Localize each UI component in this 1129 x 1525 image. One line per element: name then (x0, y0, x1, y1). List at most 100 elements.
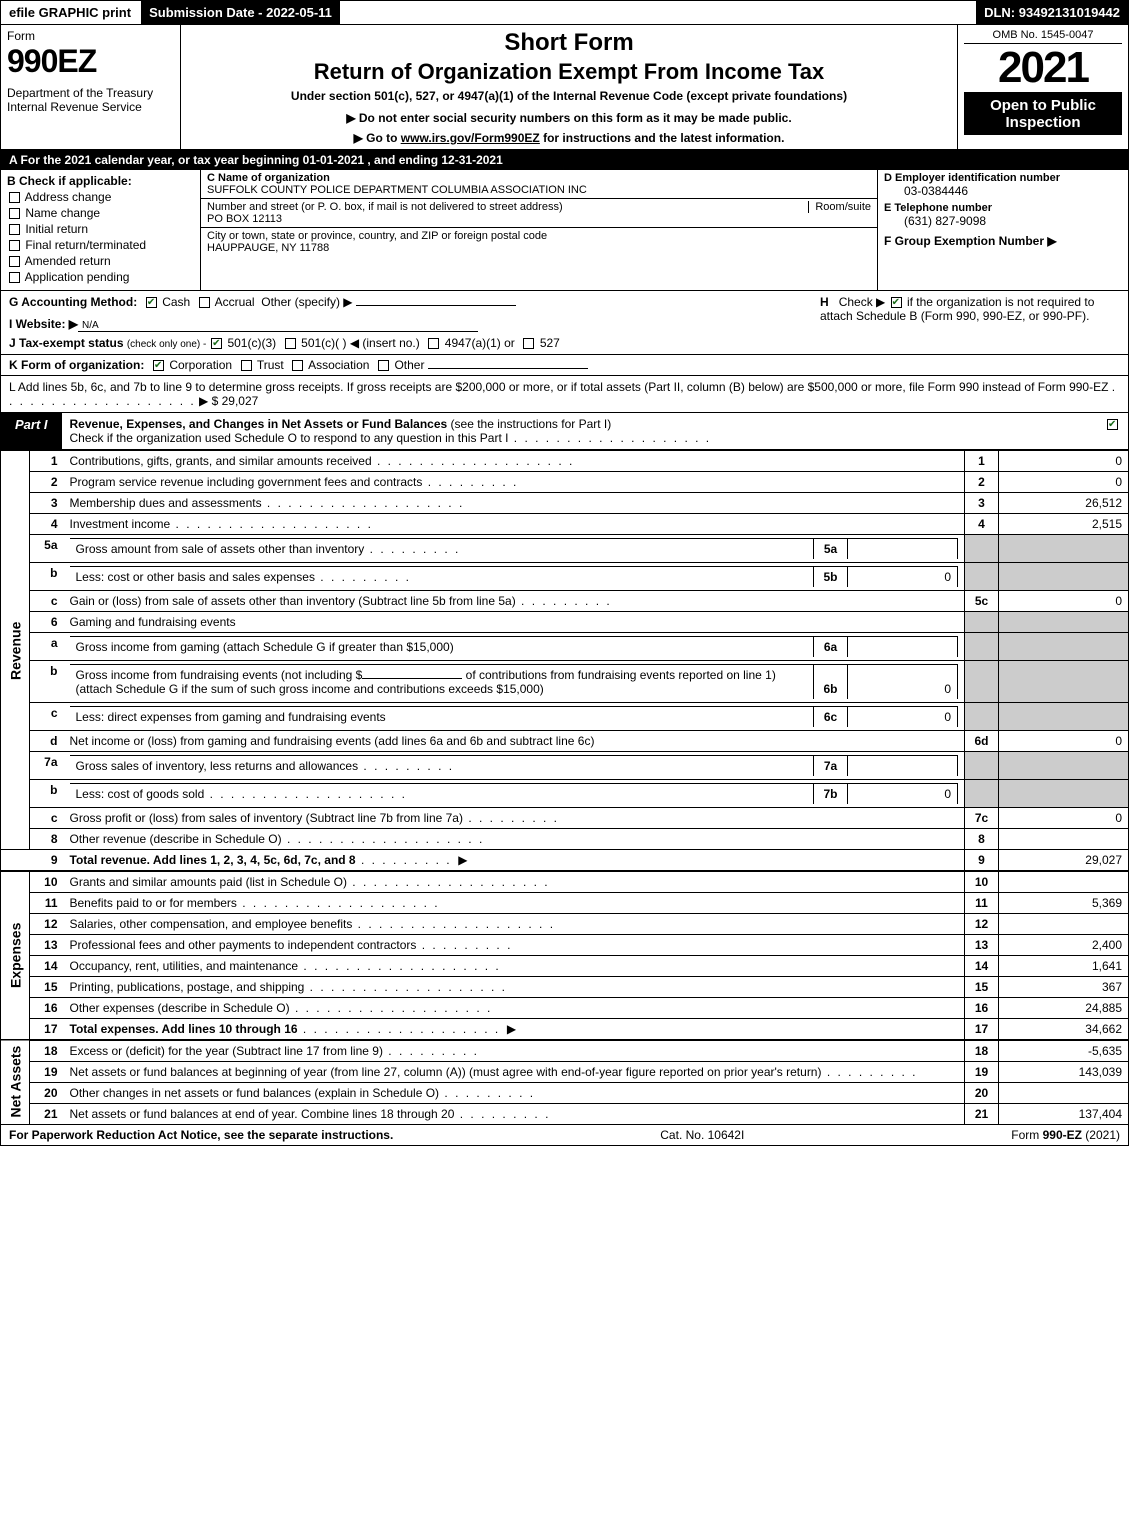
line-6c-minival: 0 (848, 707, 958, 728)
line-13-value: 2,400 (999, 935, 1129, 956)
line-14-text: Occupancy, rent, utilities, and maintena… (64, 956, 965, 977)
line-5a-num: 5a (30, 535, 64, 563)
line-12-text: Salaries, other compensation, and employ… (64, 914, 965, 935)
ein-value: 03-0384446 (884, 184, 1122, 198)
city-value: HAUPPAUGE, NY 11788 (207, 242, 871, 254)
chk-527[interactable] (523, 338, 534, 349)
part-1-check-text: Check if the organization used Schedule … (70, 431, 509, 445)
goto-link[interactable]: www.irs.gov/Form990EZ (401, 131, 540, 145)
org-name-label: C Name of organization (207, 172, 871, 184)
line-1: Revenue 1 Contributions, gifts, grants, … (1, 451, 1129, 472)
chk-address-change[interactable]: Address change (7, 190, 194, 204)
line-7b-text: Less: cost of goods sold (70, 784, 814, 805)
other-org-label: Other (394, 358, 424, 372)
line-19: 19 Net assets or fund balances at beginn… (1, 1062, 1129, 1083)
department-label: Department of the Treasury Internal Reve… (7, 86, 174, 114)
chk-schedule-o[interactable] (1107, 419, 1118, 430)
line-16-value: 24,885 (999, 998, 1129, 1019)
part-1-checkbox-cell (1097, 413, 1128, 449)
chk-4947[interactable] (428, 338, 439, 349)
row-j: J Tax-exempt status (check only one) - 5… (9, 336, 820, 350)
l-text: L Add lines 5b, 6c, and 7b to line 9 to … (9, 380, 1108, 394)
line-6-text: Gaming and fundraising events (64, 612, 965, 633)
line-11: 11 Benefits paid to or for members 11 5,… (1, 893, 1129, 914)
line-7c-text: Gross profit or (loss) from sales of inv… (64, 808, 965, 829)
goto-post: for instructions and the latest informat… (540, 131, 785, 145)
h-label: H (820, 295, 829, 309)
accrual-label: Accrual (215, 295, 255, 309)
line-3-rnum: 3 (965, 493, 999, 514)
line-9-num: 9 (30, 850, 64, 872)
line-7c-rnum: 7c (965, 808, 999, 829)
chk-accrual[interactable] (199, 297, 210, 308)
line-17-rnum: 17 (965, 1019, 999, 1041)
line-7a-minival (848, 756, 958, 777)
line-16-rnum: 16 (965, 998, 999, 1019)
chk-initial-return[interactable]: Initial return (7, 222, 194, 236)
other-specify-input[interactable] (356, 305, 516, 306)
line-5a-text-cell: Gross amount from sale of assets other t… (64, 535, 965, 563)
line-17-text: Total expenses. Add lines 10 through 16 … (64, 1019, 965, 1041)
chk-other-org[interactable] (378, 360, 389, 371)
line-21: 21 Net assets or fund balances at end of… (1, 1104, 1129, 1125)
address-row: Room/suite Number and street (or P. O. b… (201, 199, 877, 228)
line-4-num: 4 (30, 514, 64, 535)
section-b-header: B Check if applicable: (7, 174, 194, 188)
line-8-rnum: 8 (965, 829, 999, 850)
chk-final-return[interactable]: Final return/terminated (7, 238, 194, 252)
dln-cell: DLN: 93492131019442 (976, 1, 1128, 24)
chk-cash[interactable] (146, 297, 157, 308)
chk-amended-return[interactable]: Amended return (7, 254, 194, 268)
chk-schedule-b[interactable] (891, 297, 902, 308)
address-label: Number and street (or P. O. box, if mail… (207, 201, 871, 213)
line-10-rnum: 10 (965, 871, 999, 893)
501c3-label: 501(c)(3) (227, 336, 276, 350)
header-middle: Short Form Return of Organization Exempt… (181, 25, 958, 149)
line-6b-rnum (965, 661, 999, 703)
line-2-num: 2 (30, 472, 64, 493)
line-7c: c Gross profit or (loss) from sales of i… (1, 808, 1129, 829)
line-21-value: 137,404 (999, 1104, 1129, 1125)
topbar-spacer (342, 1, 976, 24)
line-5c-text: Gain or (loss) from sale of assets other… (64, 591, 965, 612)
chk-trust[interactable] (241, 360, 252, 371)
line-6c: c Less: direct expenses from gaming and … (1, 703, 1129, 731)
line-3-text: Membership dues and assessments (64, 493, 965, 514)
line-7a-text-cell: Gross sales of inventory, less returns a… (64, 752, 965, 780)
line-18-num: 18 (30, 1040, 64, 1062)
org-name-row: C Name of organization SUFFOLK COUNTY PO… (201, 170, 877, 199)
line-7c-num: c (30, 808, 64, 829)
line-5b-minival: 0 (848, 567, 958, 588)
line-7b-value (999, 780, 1129, 808)
goto-line: ▶ Go to www.irs.gov/Form990EZ for instru… (189, 131, 949, 145)
line-5c: c Gain or (loss) from sale of assets oth… (1, 591, 1129, 612)
group-exemption-label: F Group Exemption Number ▶ (884, 234, 1122, 248)
footer-right: Form 990-EZ (2021) (1011, 1128, 1120, 1142)
line-a: A For the 2021 calendar year, or tax yea… (0, 150, 1129, 170)
line-4: 4 Investment income 4 2,515 (1, 514, 1129, 535)
chk-association[interactable] (292, 360, 303, 371)
line-2-value: 0 (999, 472, 1129, 493)
line-10-value (999, 871, 1129, 893)
submission-date-value: 2022-05-11 (266, 5, 332, 20)
revenue-sidebar: Revenue (1, 451, 30, 850)
row-h: H Check ▶ if the organization is not req… (820, 295, 1120, 350)
line-8-value (999, 829, 1129, 850)
line-21-text: Net assets or fund balances at end of ye… (64, 1104, 965, 1125)
footer-cat: Cat. No. 10642I (393, 1128, 1011, 1142)
line-4-value: 2,515 (999, 514, 1129, 535)
line-3-value: 26,512 (999, 493, 1129, 514)
chk-501c3[interactable] (211, 338, 222, 349)
tel-label: E Telephone number (884, 202, 1122, 214)
chk-application-pending[interactable]: Application pending (7, 270, 194, 284)
line-13: 13 Professional fees and other payments … (1, 935, 1129, 956)
line-6a-mini: 6a (814, 637, 848, 658)
efile-label[interactable]: efile GRAPHIC print (1, 1, 141, 24)
chk-501c[interactable] (285, 338, 296, 349)
chk-corporation[interactable] (153, 360, 164, 371)
page-footer: For Paperwork Reduction Act Notice, see … (0, 1125, 1129, 1146)
other-org-input[interactable] (428, 368, 588, 369)
chk-name-change[interactable]: Name change (7, 206, 194, 220)
line-6b-blank[interactable] (362, 678, 462, 679)
line-10-num: 10 (30, 871, 64, 893)
